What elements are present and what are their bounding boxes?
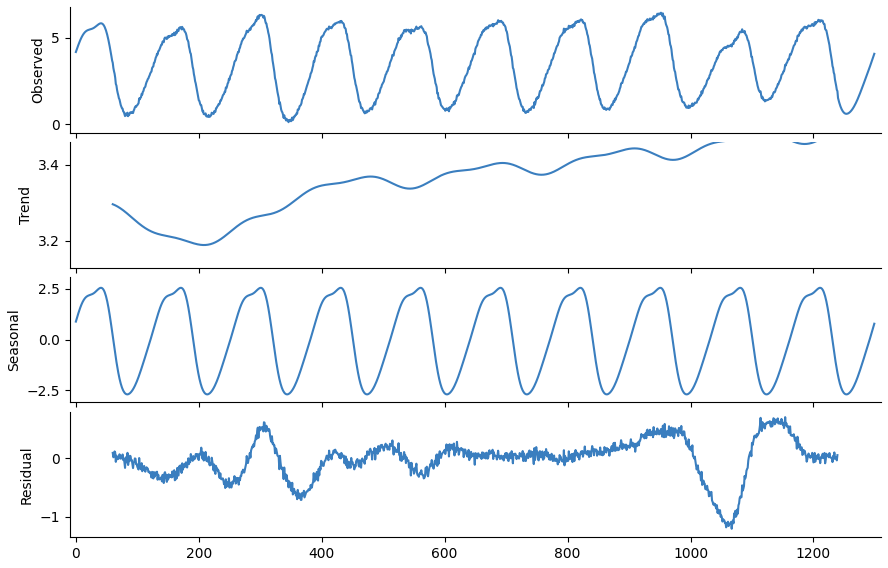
Y-axis label: Observed: Observed — [32, 36, 45, 103]
Y-axis label: Seasonal: Seasonal — [7, 308, 21, 371]
Y-axis label: Trend: Trend — [19, 186, 33, 224]
Y-axis label: Residual: Residual — [20, 445, 34, 504]
